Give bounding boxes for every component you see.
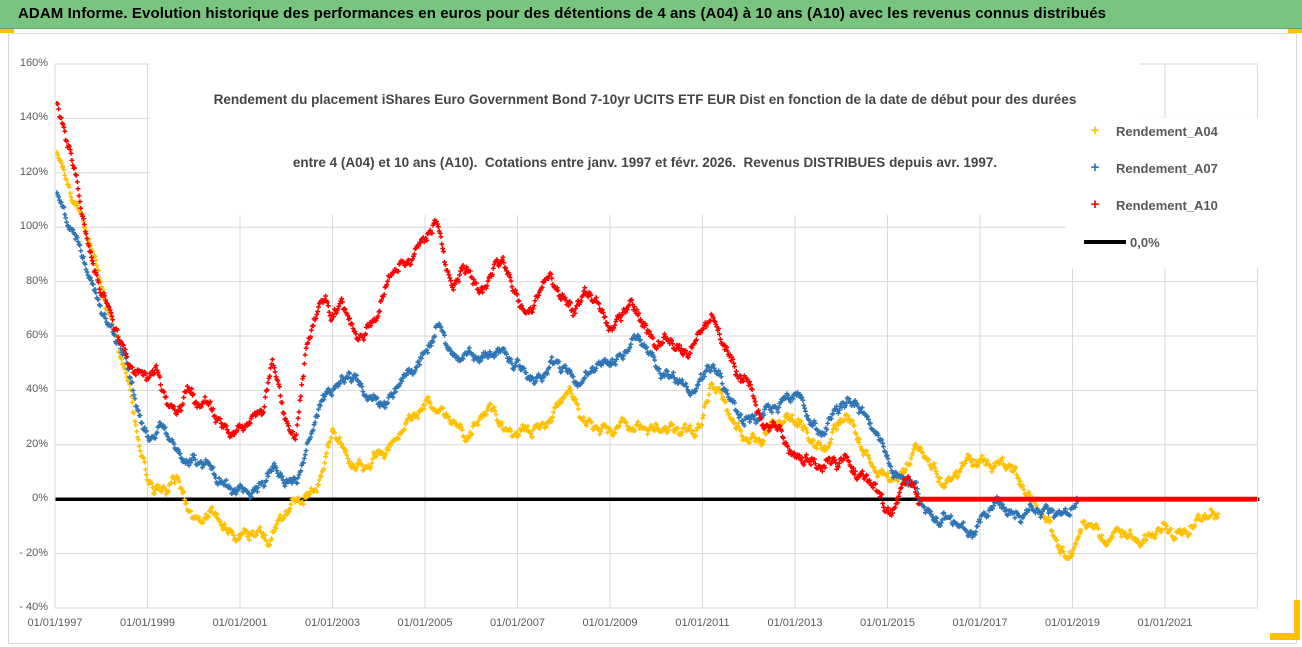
x-tick-label: 01/01/1997: [27, 617, 83, 629]
x-tick-label: 01/01/2019: [1044, 617, 1101, 629]
gold-corner-bracket-vertical: [1294, 600, 1300, 640]
y-tick-label: 120%: [19, 165, 48, 178]
y-tick-label: 20%: [25, 437, 48, 450]
legend-item-rendement-a10[interactable]: + Rendement_A10: [1066, 194, 1268, 216]
y-tick-label: - 20%: [19, 546, 48, 559]
y-tick-label: 140%: [19, 111, 48, 124]
series-Rendement_A04[interactable]: [54, 150, 1221, 561]
x-tick-label: 01/01/2015: [859, 617, 916, 629]
chart-title-line2: entre 4 (A04) et 10 ans (A10). Cotations…: [292, 155, 998, 170]
x-tick-label: 01/01/2017: [952, 617, 1008, 629]
x-tick-label: 01/01/2021: [1137, 617, 1193, 629]
legend[interactable]: + Rendement_A04 + Rendement_A07 + Rendement_A…: [1066, 118, 1268, 268]
gold-corner-bracket-horizontal: [1270, 633, 1300, 640]
y-tick-label: - 40%: [19, 601, 48, 613]
legend-item-0-0-[interactable]: 0,0%: [1066, 231, 1268, 253]
plus-marker-icon: +: [1090, 122, 1100, 139]
legend-item-rendement-a04[interactable]: + Rendement_A04: [1066, 120, 1268, 142]
line-marker-icon: [1084, 240, 1126, 244]
gold-accent-top-right: [1288, 29, 1302, 33]
plus-marker-icon: +: [1090, 159, 1100, 176]
x-tick-label: 01/01/2011: [675, 617, 730, 629]
series-Rendement_A07[interactable]: [54, 190, 1081, 540]
report-title: ADAM Informe. Evolution historique des p…: [18, 5, 1107, 22]
y-tick-label: 100%: [19, 220, 48, 233]
y-tick-label: 80%: [25, 274, 48, 287]
report-title-bar: ADAM Informe. Evolution historique des p…: [0, 0, 1302, 29]
chart-title: Rendement du placement iShares Euro Gove…: [150, 47, 1140, 215]
x-tick-label: 01/01/2001: [212, 617, 268, 629]
x-tick-label: 01/01/2007: [489, 617, 546, 629]
chart-title-line1: Rendement du placement iShares Euro Gove…: [213, 92, 1077, 107]
x-tick-label: 01/01/2003: [304, 617, 361, 629]
x-tick-label: 01/01/2009: [582, 617, 638, 629]
x-tick-label: 01/01/1999: [119, 617, 176, 629]
legend-label: Rendement_A10: [1116, 197, 1218, 213]
y-tick-label: 0%: [32, 492, 48, 505]
x-tick-label: 01/01/2005: [397, 617, 453, 629]
y-tick-label: 40%: [25, 383, 48, 396]
series-Rendement_A10[interactable]: [54, 101, 1260, 518]
legend-label: Rendement_A07: [1116, 160, 1218, 176]
y-tick-label: 160%: [19, 57, 48, 69]
legend-label: 0,0%: [1130, 234, 1160, 250]
y-tick-label: 60%: [25, 329, 48, 341]
legend-label: Rendement_A04: [1116, 123, 1218, 139]
plus-marker-icon: +: [1090, 196, 1100, 213]
legend-item-rendement-a07[interactable]: + Rendement_A07: [1066, 157, 1268, 179]
gold-accent-top-left: [0, 29, 14, 33]
x-tick-label: 01/01/2013: [767, 617, 823, 629]
